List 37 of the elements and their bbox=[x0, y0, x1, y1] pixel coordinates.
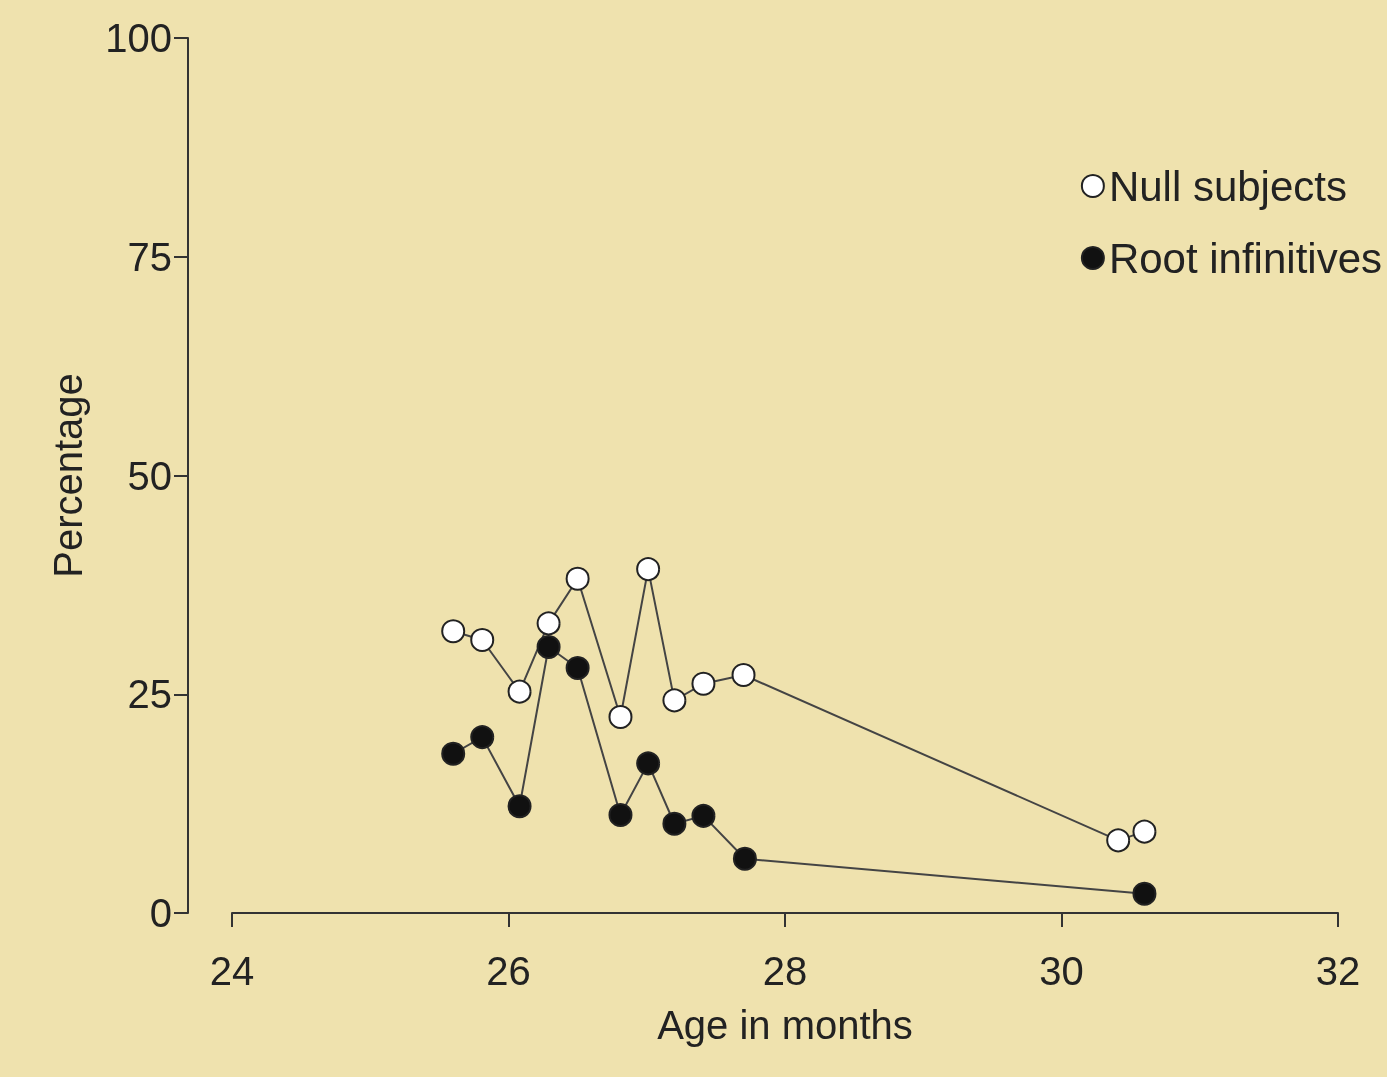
point bbox=[1132, 881, 1157, 906]
legend-label: Null subjects bbox=[1108, 162, 1347, 210]
x-axis-title: Age in months bbox=[657, 1003, 913, 1047]
point bbox=[507, 679, 532, 704]
y-tick-label: 75 bbox=[127, 234, 172, 279]
point bbox=[507, 794, 532, 819]
point bbox=[732, 846, 757, 871]
point bbox=[1132, 819, 1157, 844]
x-tick-label: 26 bbox=[486, 949, 531, 993]
point bbox=[691, 671, 716, 696]
point bbox=[1106, 828, 1131, 853]
y-axis-title: Percentage bbox=[46, 373, 90, 578]
point bbox=[662, 811, 687, 836]
x-tick-label: 28 bbox=[762, 949, 808, 993]
x-tick-label: 32 bbox=[1315, 949, 1361, 993]
y-tick-label: 0 bbox=[149, 891, 172, 935]
x-tick-label: 30 bbox=[1039, 949, 1084, 993]
legend-label: Root infinitives bbox=[1108, 234, 1382, 282]
point bbox=[565, 566, 590, 591]
x-tick-label: 24 bbox=[209, 949, 255, 993]
y-tick-label: 100 bbox=[105, 16, 172, 60]
point bbox=[470, 628, 495, 652]
point bbox=[636, 751, 661, 776]
point bbox=[662, 688, 687, 713]
point bbox=[636, 557, 661, 582]
point bbox=[608, 803, 633, 827]
point bbox=[470, 725, 495, 750]
point bbox=[565, 656, 590, 680]
point bbox=[441, 741, 466, 766]
point bbox=[608, 705, 633, 729]
point bbox=[536, 611, 561, 636]
y-tick-label: 50 bbox=[127, 453, 172, 498]
y-tick-label: 25 bbox=[127, 672, 172, 717]
point bbox=[691, 803, 716, 828]
point bbox=[731, 663, 756, 687]
point bbox=[441, 619, 466, 644]
point bbox=[536, 635, 561, 659]
